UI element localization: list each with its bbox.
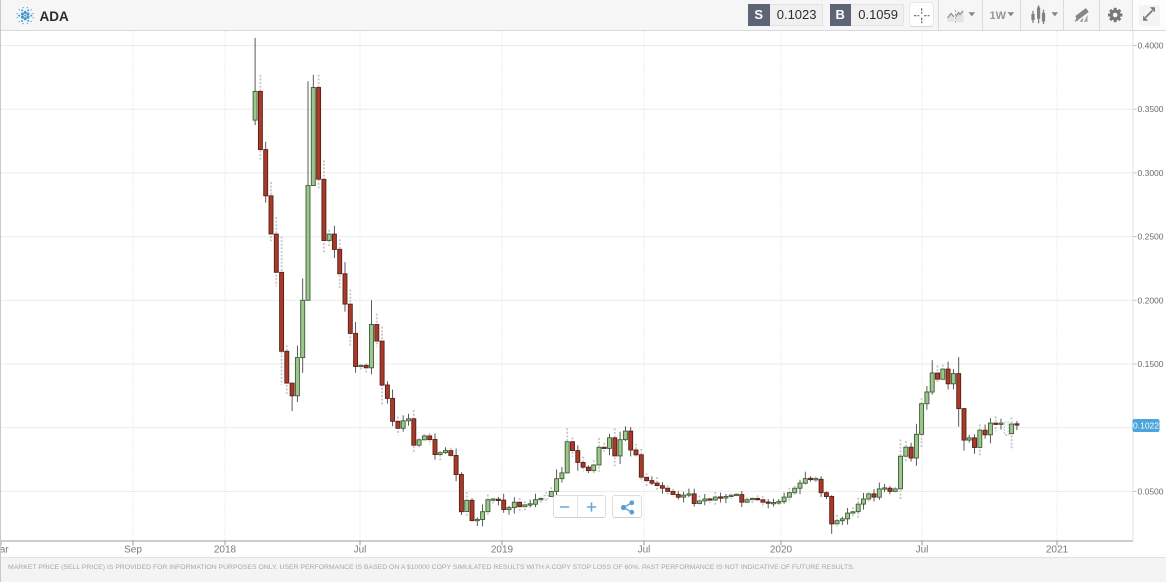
svg-text:0.4000: 0.4000 xyxy=(1138,41,1164,51)
svg-text:Jul: Jul xyxy=(354,545,367,556)
svg-text:Jul: Jul xyxy=(916,545,929,556)
svg-text:0.2500: 0.2500 xyxy=(1138,232,1164,242)
svg-text:2018: 2018 xyxy=(214,545,237,556)
svg-text:2019: 2019 xyxy=(491,545,514,556)
svg-text:0.2000: 0.2000 xyxy=(1138,295,1164,305)
svg-text:Sep: Sep xyxy=(124,545,142,556)
svg-text:0.3000: 0.3000 xyxy=(1138,168,1164,178)
svg-text:2021: 2021 xyxy=(1046,545,1069,556)
svg-text:Mar: Mar xyxy=(0,545,9,556)
svg-text:Jul: Jul xyxy=(638,545,651,556)
svg-text:0.1500: 0.1500 xyxy=(1138,359,1164,369)
svg-text:0.3500: 0.3500 xyxy=(1138,104,1164,114)
svg-text:0.0500: 0.0500 xyxy=(1138,486,1164,496)
svg-text:2020: 2020 xyxy=(770,545,793,556)
svg-text:0.1022: 0.1022 xyxy=(1133,421,1159,431)
